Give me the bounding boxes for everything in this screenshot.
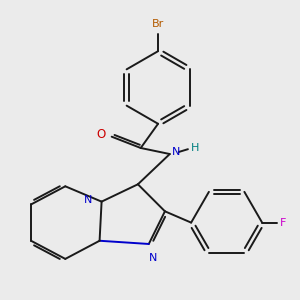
Text: N: N [171,147,180,158]
Text: F: F [280,218,286,228]
Text: H: H [191,142,199,153]
Text: N: N [148,253,157,263]
Text: N: N [84,195,93,205]
Text: O: O [97,128,106,141]
Text: Br: Br [152,19,164,29]
